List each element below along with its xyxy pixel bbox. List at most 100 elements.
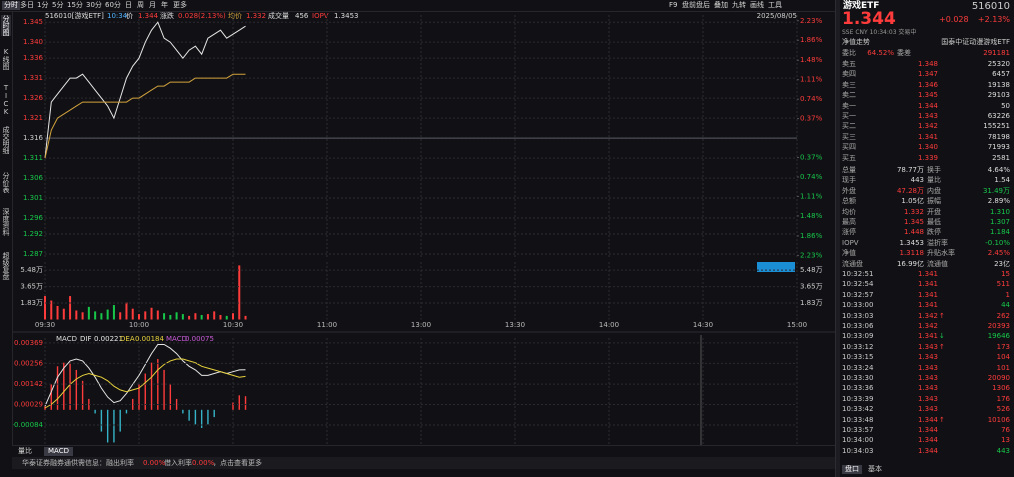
side-tab[interactable]: 分时图: [1, 15, 11, 36]
book-price: 1.339: [917, 153, 938, 162]
side-tabs: 分时图 K线图 TICK 成交明细分价表深度资料超级复盘: [0, 12, 13, 445]
info-item: 成交量: [268, 12, 289, 20]
book-label: 买三: [842, 132, 856, 141]
side-tab[interactable]: 成交明细: [2, 126, 10, 154]
period-tab[interactable]: 60分: [105, 1, 121, 9]
tick-time: 10:33:36: [842, 384, 874, 393]
tick-price: 1.341: [917, 301, 938, 310]
tool-button[interactable]: 画线: [750, 1, 764, 9]
macd-bar: [63, 362, 65, 410]
tick-arrow: ↓: [939, 332, 945, 341]
security-name: 游戏ETF: [843, 1, 880, 11]
tick-volume: 1306: [992, 384, 1010, 393]
tick-volume: 20090: [987, 374, 1010, 382]
macd-bar: [88, 398, 90, 410]
status-text[interactable]: ，点击查看更多: [213, 459, 262, 467]
stat-value: 1.05亿: [901, 197, 924, 206]
status-text: 华泰证券融券通供需信息：融出利率: [22, 459, 134, 467]
volume-bar: [69, 296, 72, 320]
volume-bar: [225, 315, 228, 320]
tool-button[interactable]: 盘前盘后: [682, 1, 710, 9]
stat-value: 31.49万: [982, 186, 1010, 195]
period-tab[interactable]: 月: [149, 1, 156, 9]
volume-bar: [238, 265, 241, 320]
period-tab[interactable]: 15分: [67, 1, 83, 9]
side-tab[interactable]: 深度资料: [2, 208, 10, 236]
y2-tick-label: 1.11%: [800, 192, 823, 200]
volume-bar: [94, 311, 97, 320]
stat-label: 流通值: [927, 259, 948, 268]
side-tab[interactable]: 超级复盘: [2, 252, 10, 280]
stat-label: 总额: [842, 197, 856, 206]
stat-value: 443: [910, 176, 924, 185]
period-tab[interactable]: 年: [161, 1, 168, 9]
book-label: 卖二: [842, 91, 856, 100]
indicator-tab[interactable]: MACD: [44, 447, 73, 456]
side-tab[interactable]: 分价表: [2, 172, 10, 193]
y-tick-label: 1.321: [23, 114, 43, 122]
tool-button[interactable]: F9: [669, 1, 678, 9]
period-tab[interactable]: 30分: [86, 1, 102, 9]
tick-volume: 443: [996, 446, 1010, 455]
tick-time: 10:33:48: [842, 415, 874, 424]
y-tick-label: 1.306: [23, 174, 44, 182]
indicator-tab[interactable]: 量比: [18, 447, 32, 455]
tick-price: 1.342: [917, 311, 938, 320]
volume-bar: [81, 312, 84, 320]
panel-tab[interactable]: 基本: [868, 465, 882, 473]
stat-label: IOPV: [842, 238, 859, 247]
tool-button[interactable]: 九转: [732, 1, 746, 9]
side-tab[interactable]: TICK: [2, 84, 10, 116]
tick-price: 1.341: [917, 332, 938, 341]
tick-time: 10:33:03: [842, 311, 874, 320]
period-tab[interactable]: 日: [125, 1, 132, 9]
volume-bar: [138, 314, 140, 320]
macd-bar: [194, 409, 197, 425]
period-tab[interactable]: 多日: [20, 1, 34, 9]
volume-bar: [213, 311, 216, 320]
volume-bar: [62, 308, 65, 320]
tick-price: 1.343: [917, 363, 938, 372]
book-label: 卖一: [842, 101, 856, 110]
stat-value: 2.45%: [987, 249, 1010, 258]
stat-label: 均价: [842, 207, 856, 216]
security-code: 516010: [971, 1, 1010, 12]
nav-link[interactable]: 净值走势: [842, 38, 870, 46]
macd-bar: [188, 409, 190, 421]
tick-price: 1.342: [917, 322, 938, 330]
tick-volume: 173: [996, 342, 1010, 351]
y2-tick-label: 5.48万: [800, 266, 823, 274]
volume-bar: [106, 309, 109, 320]
stat-value: 78.77万: [896, 166, 924, 174]
period-tab[interactable]: 更多: [173, 1, 187, 9]
tool-button[interactable]: 叠加: [714, 1, 728, 9]
volume-bar: [219, 314, 222, 320]
tick-volume: 262: [996, 311, 1010, 320]
book-label: 卖三: [842, 80, 856, 89]
tick-volume: 15: [1001, 270, 1010, 278]
stat-label: 涨停: [842, 228, 856, 237]
price-line: [44, 21, 246, 159]
stat-value: 1.345: [903, 218, 924, 226]
volume-bar: [188, 315, 191, 320]
period-tab[interactable]: 5分: [52, 1, 64, 9]
period-tab[interactable]: 周: [137, 1, 144, 9]
tick-price: 1.344: [917, 446, 938, 455]
tick-volume: 104: [996, 353, 1010, 362]
x-tick-label: 15:00: [787, 321, 807, 329]
tick-time: 10:32:51: [842, 270, 874, 278]
info-item: 10:34: [107, 12, 128, 20]
panel-divider: [835, 0, 840, 477]
side-tab[interactable]: K线图: [2, 48, 10, 70]
panel-tab[interactable]: 盘口: [842, 465, 862, 474]
y2-tick-label: 2.23%: [800, 17, 823, 25]
x-tick-label: 09:30: [35, 321, 55, 329]
stat-value: 2.89%: [987, 197, 1010, 206]
stat-label: 溢折率: [927, 238, 948, 247]
y-tick-label: 1.287: [23, 250, 43, 258]
tool-button[interactable]: 工具: [768, 1, 782, 9]
volume-bar: [181, 314, 184, 320]
period-tab[interactable]: 分时: [2, 1, 20, 10]
period-tab[interactable]: 1分: [37, 1, 49, 9]
